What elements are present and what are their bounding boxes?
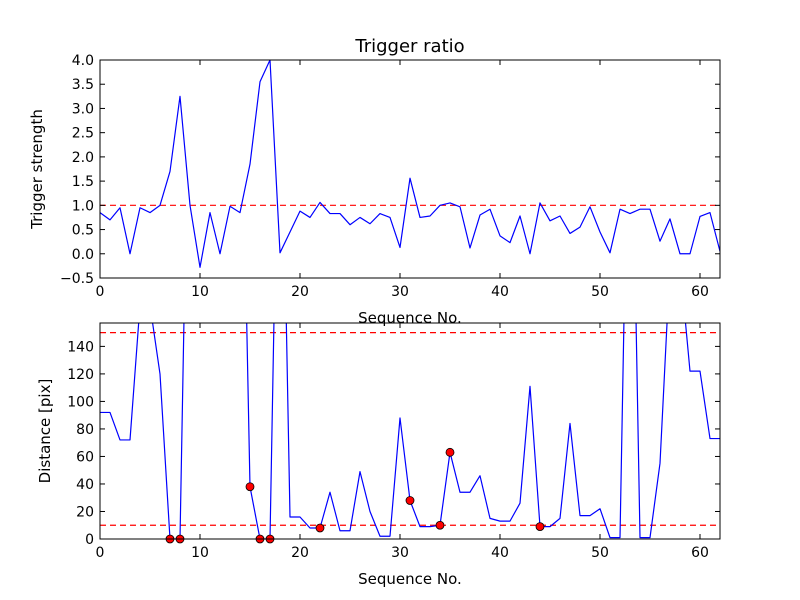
y-tick-label: 0.5 — [72, 223, 94, 239]
y-tick-label: 140 — [67, 339, 94, 355]
y-tick-label: 0 — [85, 532, 94, 548]
plot-frame — [99, 59, 721, 279]
x-tick-label: 50 — [591, 545, 609, 561]
y-tick-label: 60 — [76, 449, 94, 465]
marker-point — [245, 482, 255, 492]
x-tick-label: 50 — [591, 284, 609, 300]
x-tick-label: 40 — [491, 545, 509, 561]
y-tick-label: 0.0 — [72, 247, 94, 263]
y-tick-label: 1.0 — [72, 198, 94, 214]
y-tick-label: −0.5 — [60, 271, 94, 287]
y-tick-label: 3.0 — [72, 101, 94, 117]
y-tick-label: 4.0 — [72, 53, 94, 69]
marker-point — [315, 523, 325, 533]
x-tick-label: 60 — [691, 284, 709, 300]
distance-chart: 0 10 20 30 40 50 60 0 20 40 60 80 100 120 140 Sequence … — [36, 322, 721, 588]
y-tick-label: 40 — [76, 477, 94, 493]
marker-point — [535, 522, 545, 532]
y-tick-label: 20 — [76, 504, 94, 520]
trigger-ratio-chart: Trigger ratio 0 10 20 30 40 50 60 −0.5 0.0 0.5 1.0 1… — [28, 36, 721, 327]
marker-point — [445, 447, 455, 457]
x-tick-label: 20 — [291, 545, 309, 561]
marker-point — [435, 520, 445, 530]
x-tick-label: 60 — [691, 545, 709, 561]
y-tick-label: 100 — [67, 394, 94, 410]
series-line-trigger-strength — [100, 60, 720, 268]
x-tick-label: 30 — [391, 545, 409, 561]
marker-point — [405, 496, 415, 505]
x-tick-label: 10 — [191, 284, 209, 300]
x-tick-label: 20 — [291, 284, 309, 300]
y-axis-label: Distance [pix] — [36, 379, 54, 484]
x-axis-label: Sequence No. — [358, 570, 462, 588]
x-axis-label: Sequence No. — [358, 309, 462, 327]
y-tick-label: 80 — [76, 422, 94, 438]
x-tick-label: 0 — [96, 545, 105, 561]
y-tick-label: 2.0 — [72, 150, 94, 166]
chart-title: Trigger ratio — [354, 36, 464, 57]
y-tick-label: 120 — [67, 367, 94, 383]
y-tick-label: 2.5 — [72, 126, 94, 142]
y-tick-label: 3.5 — [72, 77, 94, 93]
x-tick-label: 10 — [191, 545, 209, 561]
plot-frame — [99, 322, 721, 540]
x-tick-label: 40 — [491, 284, 509, 300]
x-tick-label: 0 — [96, 284, 105, 300]
x-tick-label: 30 — [391, 284, 409, 300]
y-tick-label: 1.5 — [72, 174, 94, 190]
y-axis-label: Trigger strength — [28, 109, 46, 230]
